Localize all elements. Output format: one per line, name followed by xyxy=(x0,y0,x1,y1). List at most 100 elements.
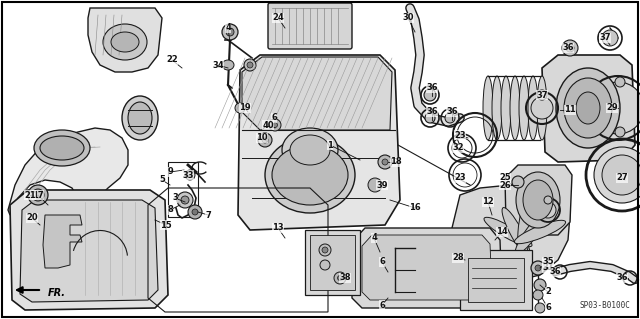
Circle shape xyxy=(320,260,330,270)
Circle shape xyxy=(28,185,48,205)
Circle shape xyxy=(531,97,553,119)
Polygon shape xyxy=(452,185,570,282)
Text: 16: 16 xyxy=(409,204,421,212)
Text: 6: 6 xyxy=(379,300,385,309)
Bar xyxy=(468,258,524,302)
Text: 36: 36 xyxy=(426,108,438,116)
Polygon shape xyxy=(88,8,162,72)
Polygon shape xyxy=(542,55,635,162)
Text: 37: 37 xyxy=(536,91,548,100)
Text: 23: 23 xyxy=(454,130,466,139)
Circle shape xyxy=(181,196,189,204)
Text: 40: 40 xyxy=(262,121,274,130)
Polygon shape xyxy=(238,55,400,230)
Text: 8: 8 xyxy=(167,205,173,214)
Circle shape xyxy=(425,113,435,123)
Text: 33: 33 xyxy=(182,170,194,180)
Text: 6: 6 xyxy=(271,114,277,122)
Circle shape xyxy=(368,178,382,192)
Text: 23: 23 xyxy=(454,174,466,182)
Text: 25: 25 xyxy=(499,174,511,182)
Circle shape xyxy=(566,44,574,52)
Text: 32: 32 xyxy=(452,144,464,152)
Circle shape xyxy=(244,59,256,71)
Circle shape xyxy=(534,279,546,291)
Ellipse shape xyxy=(484,217,532,247)
Text: 30: 30 xyxy=(403,13,413,23)
Circle shape xyxy=(32,189,44,201)
Ellipse shape xyxy=(222,60,234,70)
Circle shape xyxy=(445,113,455,123)
Text: 5: 5 xyxy=(159,175,165,184)
Text: 36: 36 xyxy=(446,108,458,116)
Circle shape xyxy=(273,122,278,128)
Circle shape xyxy=(537,90,547,100)
Circle shape xyxy=(594,147,640,203)
Text: 31: 31 xyxy=(542,263,554,272)
Text: 1: 1 xyxy=(327,140,333,150)
Text: 17: 17 xyxy=(32,190,44,199)
Polygon shape xyxy=(352,228,502,308)
Ellipse shape xyxy=(528,76,538,140)
Ellipse shape xyxy=(518,204,531,259)
Circle shape xyxy=(337,276,342,280)
Ellipse shape xyxy=(483,76,493,140)
Text: 13: 13 xyxy=(272,224,284,233)
Text: 14: 14 xyxy=(496,227,508,236)
Circle shape xyxy=(319,244,331,256)
Text: 34: 34 xyxy=(212,61,224,70)
Ellipse shape xyxy=(290,135,330,165)
Text: 22: 22 xyxy=(166,56,178,64)
Text: 6: 6 xyxy=(379,257,385,266)
Circle shape xyxy=(382,159,388,165)
Polygon shape xyxy=(242,57,392,130)
Circle shape xyxy=(531,261,545,275)
Text: 36: 36 xyxy=(426,84,438,93)
Text: FR.: FR. xyxy=(48,288,66,298)
Text: 12: 12 xyxy=(482,197,494,206)
Text: 9: 9 xyxy=(167,167,173,176)
Polygon shape xyxy=(362,235,492,300)
Text: 3: 3 xyxy=(172,194,178,203)
Polygon shape xyxy=(8,128,128,288)
Text: 37: 37 xyxy=(599,33,611,42)
Text: 39: 39 xyxy=(376,181,388,189)
Polygon shape xyxy=(20,200,158,302)
Text: 19: 19 xyxy=(239,103,251,113)
Circle shape xyxy=(544,196,552,204)
Text: 10: 10 xyxy=(256,133,268,143)
Circle shape xyxy=(192,209,198,215)
Text: 29: 29 xyxy=(606,103,618,113)
Ellipse shape xyxy=(564,78,612,138)
Ellipse shape xyxy=(265,137,355,213)
Circle shape xyxy=(615,127,625,137)
Bar xyxy=(310,235,355,290)
Circle shape xyxy=(378,155,392,169)
Ellipse shape xyxy=(556,68,620,148)
Text: 6: 6 xyxy=(545,303,551,313)
Bar xyxy=(168,162,198,217)
Ellipse shape xyxy=(515,210,549,255)
Circle shape xyxy=(562,40,578,56)
Polygon shape xyxy=(10,190,168,310)
Ellipse shape xyxy=(40,136,84,160)
Circle shape xyxy=(535,303,545,313)
Circle shape xyxy=(322,247,328,253)
Ellipse shape xyxy=(501,76,511,140)
Text: 15: 15 xyxy=(160,220,172,229)
Text: 11: 11 xyxy=(564,106,576,115)
Circle shape xyxy=(258,133,272,147)
Circle shape xyxy=(177,192,193,208)
Ellipse shape xyxy=(523,180,553,220)
Text: 35: 35 xyxy=(542,257,554,266)
Ellipse shape xyxy=(34,130,90,166)
Text: 18: 18 xyxy=(390,158,402,167)
Circle shape xyxy=(615,77,625,87)
Circle shape xyxy=(226,28,234,36)
Circle shape xyxy=(35,192,41,198)
Circle shape xyxy=(235,103,245,113)
Ellipse shape xyxy=(515,220,566,244)
Text: SP03-B0100C: SP03-B0100C xyxy=(579,301,630,310)
Ellipse shape xyxy=(576,92,600,124)
Ellipse shape xyxy=(510,76,520,140)
